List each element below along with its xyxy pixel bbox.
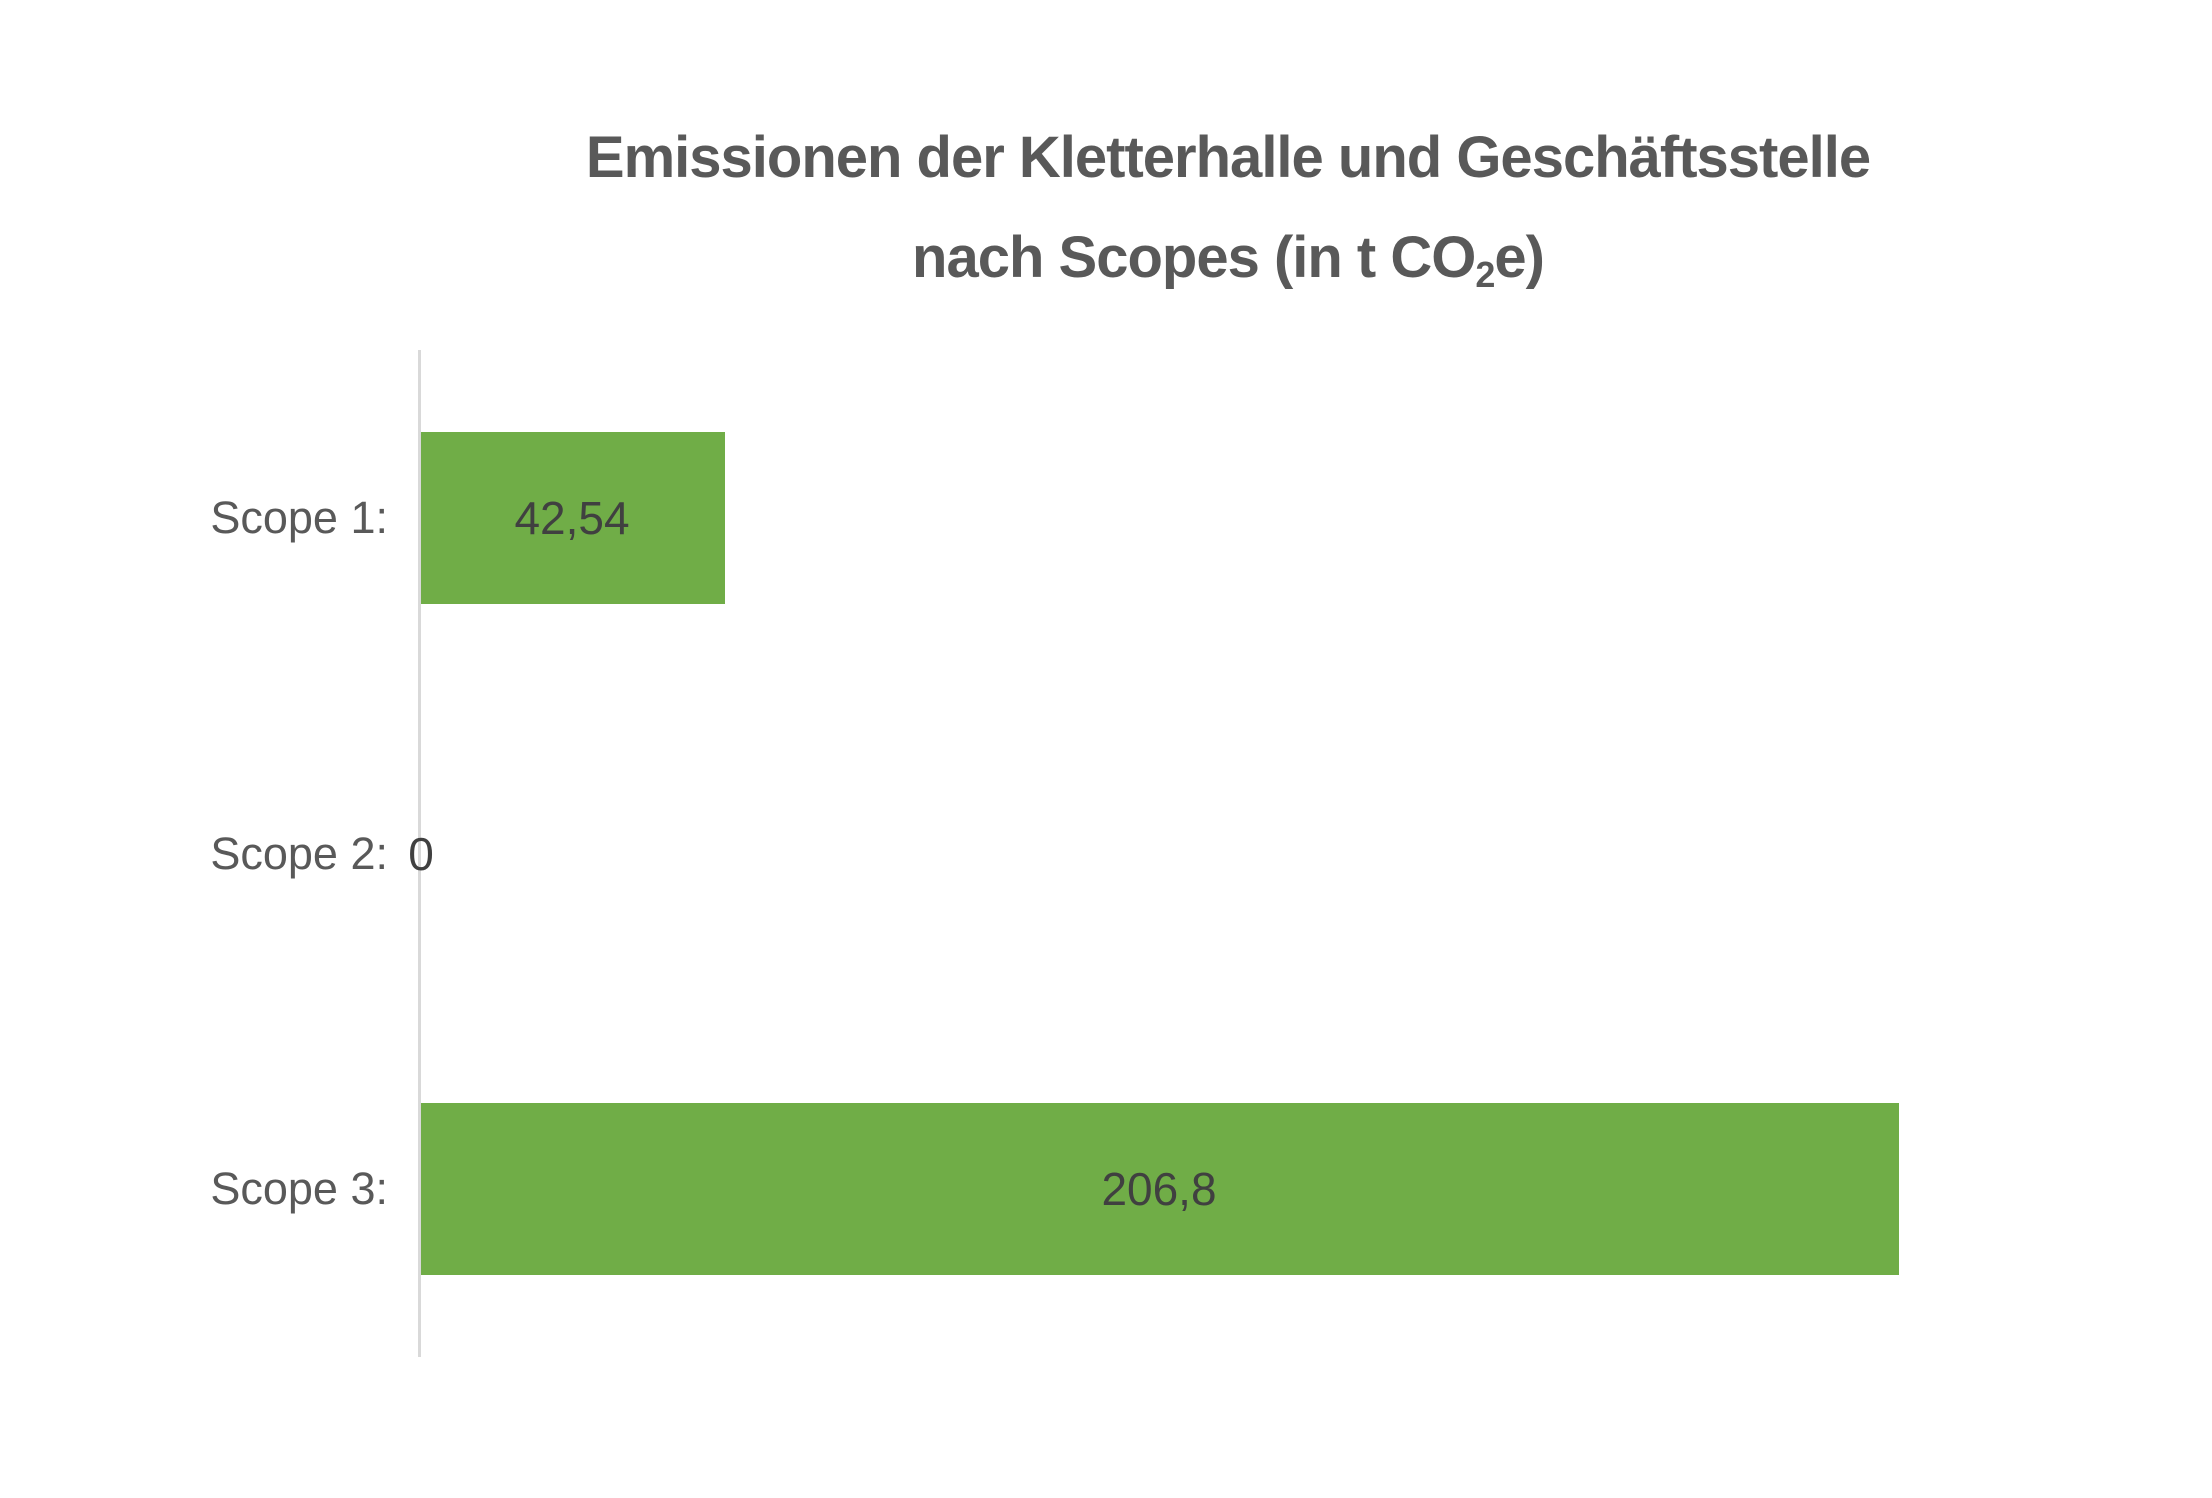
bar-row-scope-1: Scope 1: 42,54: [210, 350, 2207, 686]
category-label-scope-2: Scope 2:: [210, 827, 388, 879]
bar-row-scope-3: Scope 3: 206,8: [210, 1021, 2207, 1357]
value-label-scope-2: 0: [408, 827, 434, 880]
value-label-scope-1: 42,54: [514, 491, 630, 544]
chart-title-line2: nach Scopes (in t CO2e): [420, 208, 2036, 308]
co2-subscript: 2: [1475, 254, 1495, 296]
chart-title-line2-text: nach Scopes (in t CO: [912, 225, 1476, 290]
bar-scope-3: [421, 1103, 1899, 1276]
category-label-scope-1: Scope 1:: [210, 491, 388, 543]
bar-scope-1: [421, 431, 725, 604]
chart-title-line2-suffix: e): [1494, 225, 1545, 290]
chart-title: Emissionen der Kletterhalle und Geschäft…: [420, 108, 2036, 308]
chart-title-line1: Emissionen der Kletterhalle und Geschäft…: [585, 125, 1871, 190]
category-label-scope-3: Scope 3:: [210, 1163, 388, 1215]
bar-row-scope-2: Scope 2: 0: [210, 686, 2207, 1022]
value-label-scope-3: 206,8: [1101, 1163, 1217, 1216]
category-axis-line: [418, 350, 421, 1357]
plot-area: Scope 1: 42,54 Scope 2: 0 Scope 3: 206,8: [210, 350, 2207, 1357]
